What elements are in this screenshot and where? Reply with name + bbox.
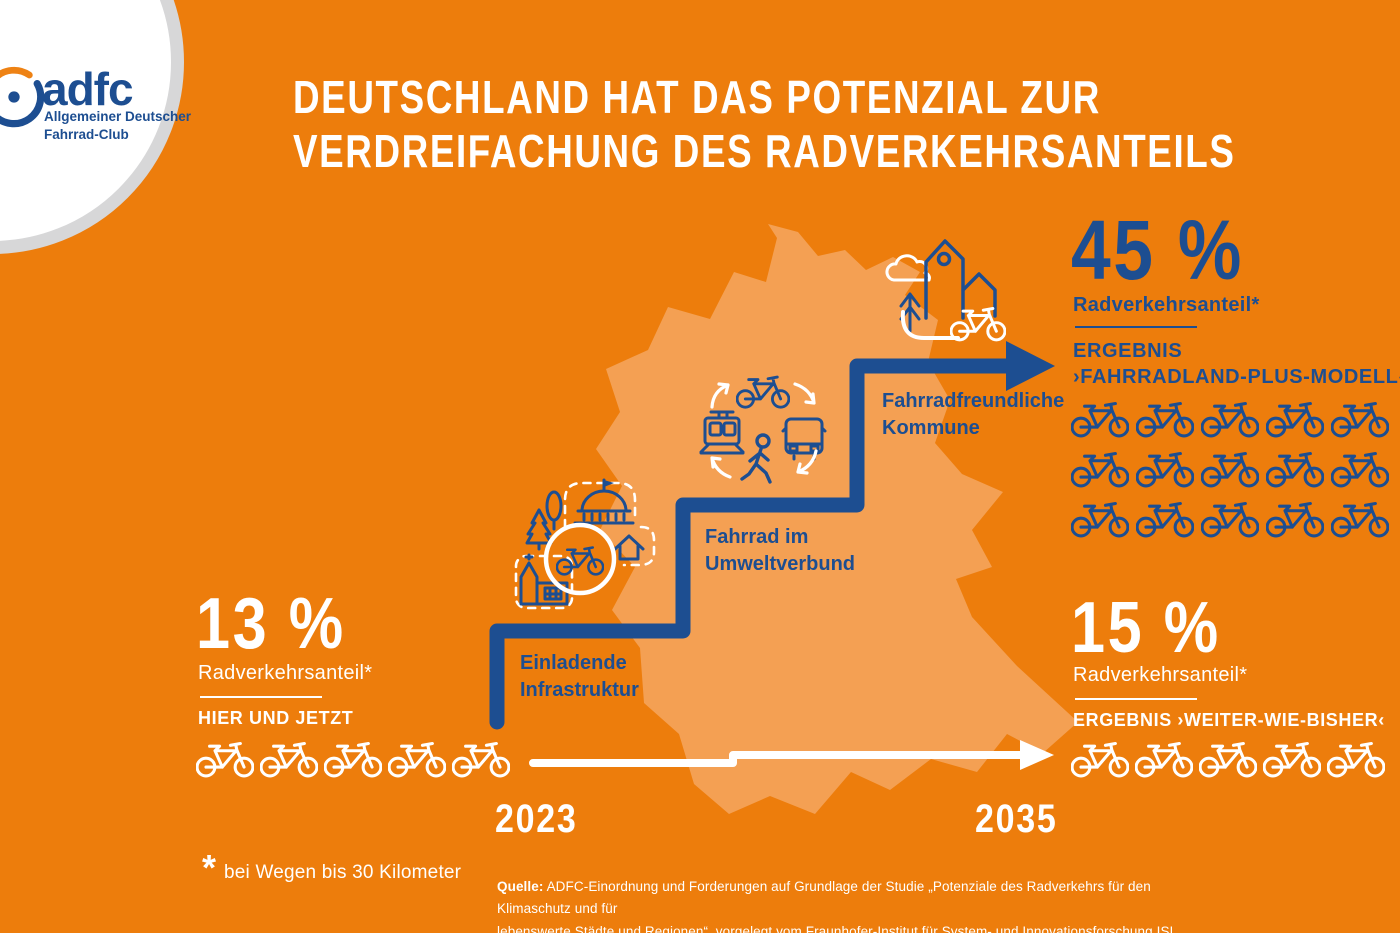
logo-brand: adfc <box>42 63 134 115</box>
step-label-infrastructure: Einladende Infrastruktur <box>520 650 639 704</box>
bicycle-icon <box>1201 398 1259 438</box>
bicycle-icon <box>1266 448 1324 488</box>
bicycle-icon <box>196 738 254 778</box>
footnote-text: bei Wegen bis 30 Kilometer <box>224 862 462 883</box>
bicycle-icon <box>1201 448 1259 488</box>
step-label-kommune: Fahrradfreundliche Kommune <box>882 388 1064 442</box>
baseline-bike-row <box>1071 738 1385 778</box>
plus-model-bike-grid <box>1071 398 1396 538</box>
source-note: Quelle: ADFC-Einordnung und Forderungen … <box>497 876 1227 933</box>
step2-line2: Umweltverbund <box>705 553 856 575</box>
bicycle-icon <box>1071 448 1129 488</box>
bicycle-icon <box>1327 738 1385 778</box>
bicycle-icon <box>1266 498 1324 538</box>
current-share-label: Radverkehrsanteil* <box>198 662 373 684</box>
bicycle-icon <box>1136 398 1194 438</box>
town-hall-icon <box>573 478 635 525</box>
icon-cluster-infrastructure <box>514 478 656 610</box>
plus-model-value: 45 % <box>1071 203 1244 297</box>
highlight-circle <box>543 522 617 596</box>
page-title: DEUTSCHLAND HAT DAS POTENZIAL ZUR VERDRE… <box>293 70 1236 178</box>
logo-subtitle-line1: Allgemeiner Deutscher <box>44 109 192 124</box>
adfc-wheel-icon <box>0 66 45 128</box>
bicycle-icon <box>1331 398 1389 438</box>
bicycle-icon <box>1071 498 1129 538</box>
logo-subtitle: Allgemeiner Deutscher Fahrrad-Club <box>44 108 191 143</box>
cycle-arrows <box>710 382 818 479</box>
bus-icon <box>781 417 827 461</box>
divider-line <box>200 696 322 698</box>
bicycle-icon <box>260 738 318 778</box>
bicycle-icon <box>950 306 1006 342</box>
footnote: * bei Wegen bis 30 Kilometer <box>202 850 461 886</box>
growth-staircase <box>489 341 1055 730</box>
bicycle-icon <box>1071 738 1129 778</box>
baseline-scenario-label: ERGEBNIS ›WEITER-WIE-BISHER‹ <box>1073 710 1385 730</box>
bicycle-icon <box>388 738 446 778</box>
pedestrian-icon <box>740 433 772 484</box>
logo-subtitle-line2: Fahrrad-Club <box>44 126 129 142</box>
title-line1: DEUTSCHLAND HAT DAS POTENZIAL ZUR <box>293 71 1101 123</box>
plus-model-scenario-line1: ERGEBNIS <box>1073 340 1183 362</box>
path-icon <box>900 310 960 340</box>
icon-cluster-umweltverbund <box>699 375 827 484</box>
tram-icon <box>699 410 745 455</box>
source-line1: ADFC-Einordnung und Forderungen auf Grun… <box>497 879 1151 917</box>
asterisk-mark: * <box>202 847 217 888</box>
bicycle-icon <box>1266 398 1324 438</box>
timeline-start-year: 2023 <box>495 797 578 841</box>
bicycle-icon <box>1331 448 1389 488</box>
bicycle-icon <box>1136 498 1194 538</box>
divider-line <box>1075 326 1197 328</box>
timeline-end-year: 2035 <box>975 797 1058 841</box>
step3-line1: Fahrradfreundliche <box>882 390 1065 412</box>
fir-tree-icon <box>525 508 553 551</box>
baseline-label: Radverkehrsanteil* <box>1073 664 1248 686</box>
source-line2: lebenswerte Städte und Regionen“, vorgel… <box>497 923 1178 933</box>
poplar-tree-icon <box>545 490 563 522</box>
timeline-arrow <box>529 740 1054 770</box>
city-icon <box>924 239 997 320</box>
step-label-umweltverbund: Fahrrad im Umweltverbund <box>705 524 855 578</box>
title-line2: VERDREIFACHUNG DES RADVERKEHRSANTEILS <box>293 125 1236 177</box>
bicycle-icon <box>1263 738 1321 778</box>
baseline-value: 15 % <box>1071 588 1221 668</box>
step3-line2: Kommune <box>882 417 980 439</box>
step1-line1: Einladende <box>520 652 627 674</box>
source-prefix: Quelle: <box>497 879 544 894</box>
germany-map <box>596 224 1078 814</box>
bicycle-icon <box>452 738 510 778</box>
divider-line <box>1075 698 1197 700</box>
step2-line1: Fahrrad im <box>705 526 809 548</box>
bicycle-icon <box>324 738 382 778</box>
plus-model-scenario-line2: ›FAHRRADLAND-PLUS-MODELL‹ <box>1073 366 1400 388</box>
step1-line2: Infrastruktur <box>520 679 639 701</box>
staircase-arrowhead <box>1006 341 1055 391</box>
current-share-value: 13 % <box>196 584 346 664</box>
icon-cluster-kommune <box>885 239 1006 342</box>
bicycle-icon <box>1199 738 1257 778</box>
plus-model-label: Radverkehrsanteil* <box>1073 294 1260 316</box>
bicycle-icon <box>1201 498 1259 538</box>
current-bike-row <box>196 738 510 778</box>
dashed-outline <box>563 481 637 529</box>
bicycle-icon <box>1136 448 1194 488</box>
current-scenario-label: HIER UND JETZT <box>198 708 354 728</box>
bicycle-icon <box>556 546 604 576</box>
bicycle-icon <box>1071 398 1129 438</box>
bicycle-icon <box>1135 738 1193 778</box>
dashed-outline <box>622 525 656 567</box>
bicycle-icon <box>1331 498 1389 538</box>
church-icon <box>519 553 569 606</box>
house-icon <box>613 534 645 561</box>
